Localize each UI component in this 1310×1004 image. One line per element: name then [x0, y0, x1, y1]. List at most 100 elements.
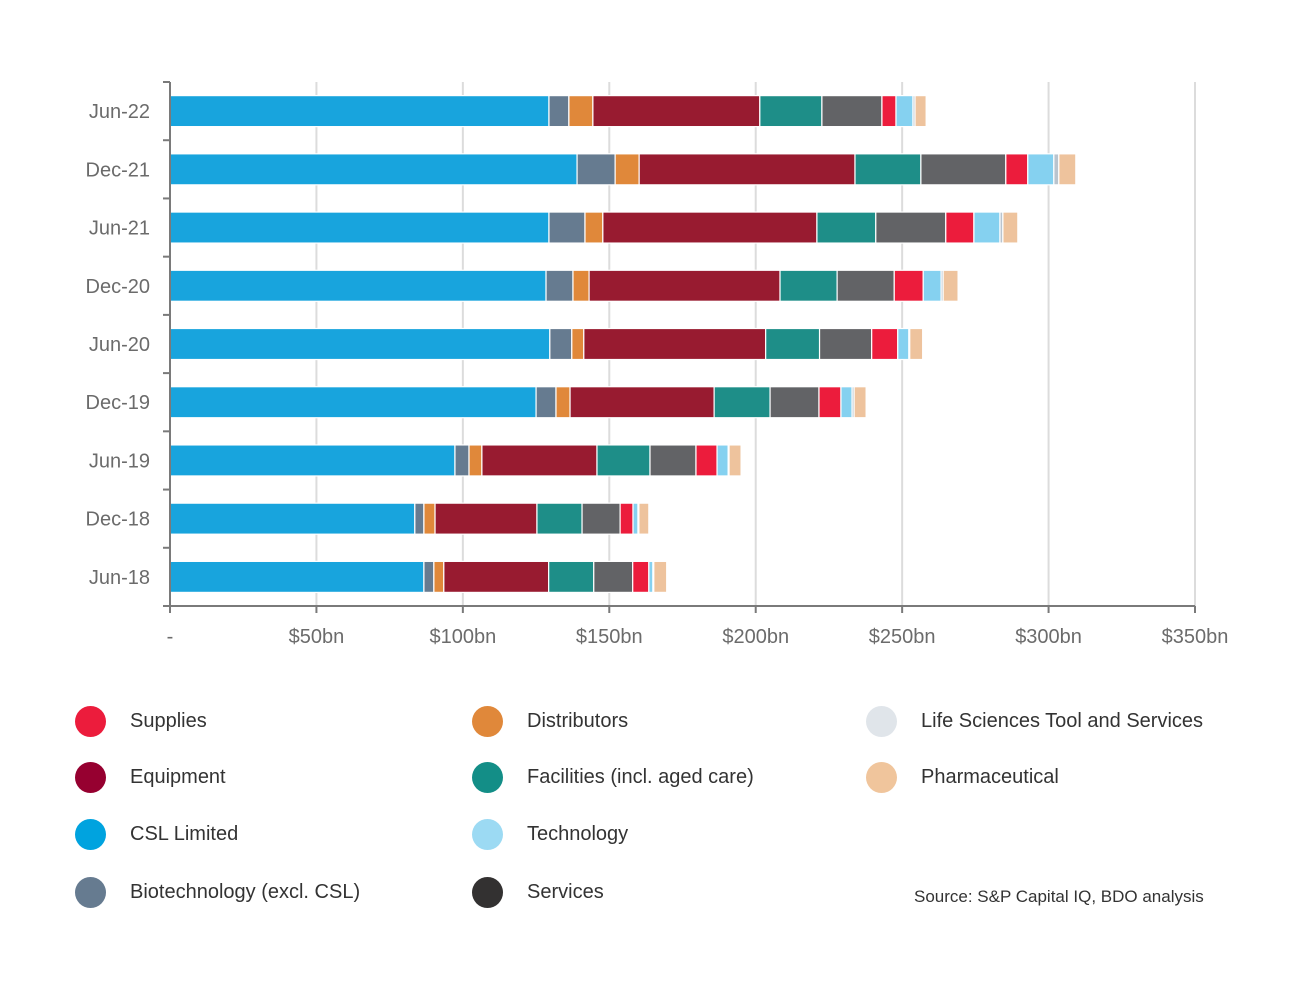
bar-segment-equipment — [569, 386, 715, 419]
x-tick-label: $100bn — [429, 626, 496, 648]
legend-item-csl-limited: CSL Limited — [75, 818, 238, 850]
axes — [163, 81, 1196, 613]
bar-segment-services — [920, 153, 1007, 186]
bar-segment-facilities-incl-aged-care — [816, 211, 877, 244]
y-category-label: Dec-19 — [86, 392, 150, 414]
bar-segment-csl-limited — [169, 444, 456, 477]
bar-segment-pharmaceutical — [728, 444, 742, 477]
legend-item-services: Services — [472, 876, 604, 908]
bar-group-jun-19 — [169, 444, 742, 477]
bar-segment-technology — [632, 502, 639, 535]
bar-segment-services — [649, 444, 697, 477]
bar-segment-distributors — [571, 327, 585, 361]
bar-segment-biotechnology-excl-csl — [548, 95, 570, 128]
bar-segment-facilities-incl-aged-care — [596, 444, 651, 477]
bar-segment-distributors — [423, 502, 436, 535]
bar-segment-technology — [895, 95, 914, 128]
bar-segment-services — [821, 95, 883, 128]
bar-segment-facilities-incl-aged-care — [854, 153, 922, 186]
stacked-bar-chart: Jun-22 Dec-21 Jun-21 Dec-20 Jun-20 Dec-19 Jun-… — [86, 81, 1229, 648]
bar-segment-services — [593, 560, 634, 593]
y-category-label: Dec-18 — [86, 509, 150, 531]
bar-segment-biotechnology-excl-csl — [576, 153, 616, 186]
bar-segment-pharmaceutical — [853, 386, 867, 419]
bar-segment-services — [836, 269, 895, 302]
legend-label: CSL Limited — [130, 822, 239, 845]
bar-segment-supplies — [632, 560, 650, 593]
x-tick-label: $50bn — [289, 626, 345, 648]
legend-item-technology: Technology — [472, 818, 628, 850]
bar-segment-distributors — [584, 211, 604, 244]
legend-swatch-icon — [472, 818, 503, 850]
bar-segment-services — [769, 386, 820, 419]
bar-group-jun-22 — [169, 95, 927, 128]
legend-swatch-icon — [472, 761, 503, 793]
bar-segment-technology — [648, 560, 654, 593]
bar-group-dec-19 — [169, 386, 867, 419]
x-tick-label: $200bn — [722, 626, 789, 648]
y-category-label: Dec-20 — [86, 276, 150, 298]
bar-segment-facilities-incl-aged-care — [713, 386, 771, 419]
bar-segment-equipment — [434, 502, 538, 535]
bar-segment-technology — [840, 386, 853, 419]
legend-label: Biotechnology (excl. CSL) — [130, 880, 361, 903]
x-tick-label: $350bn — [1162, 626, 1229, 648]
legend-label: Technology — [527, 822, 629, 845]
bar-segment-equipment — [588, 269, 781, 302]
legend-swatch-icon — [75, 705, 106, 737]
bar-segment-services — [818, 327, 873, 361]
x-tick-label: $250bn — [869, 626, 936, 648]
bar-segment-technology — [973, 211, 1001, 244]
bar-segment-biotechnology-excl-csl — [423, 560, 435, 593]
bar-segment-equipment — [583, 327, 767, 361]
legend-item-pharmaceutical: Pharmaceutical — [866, 761, 1059, 793]
bar-segment-biotechnology-excl-csl — [548, 211, 586, 244]
bar-segment-services — [581, 502, 621, 535]
bar-segment-pharmaceutical — [653, 560, 668, 593]
y-category-label: Jun-18 — [89, 567, 150, 589]
bar-segment-pharmaceutical — [1058, 153, 1077, 186]
bar-segment-facilities-incl-aged-care — [536, 502, 583, 535]
bar-segment-pharmaceutical — [909, 327, 924, 361]
legend-item-life-sciences: Life Sciences Tool and Services — [866, 705, 1203, 737]
bar-segment-supplies — [619, 502, 634, 535]
legend-label: Facilities (incl. aged care) — [527, 765, 754, 788]
bar-segment-csl-limited — [169, 153, 578, 186]
bar-segment-csl-limited — [169, 386, 537, 419]
bar-segment-technology — [897, 327, 910, 361]
bar-segment-technology — [922, 269, 942, 302]
bar-segment-distributors — [468, 444, 483, 477]
legend-swatch-icon — [866, 761, 897, 793]
bar-segment-equipment — [592, 95, 761, 128]
bar-group-dec-18 — [169, 502, 650, 535]
x-tick-label: - — [167, 626, 174, 648]
bar-segment-csl-limited — [169, 560, 425, 593]
x-axis-labels: - $50bn $100bn $150bn $200bn $250bn $300bn $350… — [167, 626, 1229, 648]
bar-segment-technology — [1027, 153, 1055, 186]
bar-segment-biotechnology-excl-csl — [545, 269, 574, 302]
legend-item-distributors: Distributors — [472, 705, 628, 737]
legend-item-biotechnology: Biotechnology (excl. CSL) — [75, 876, 360, 908]
y-category-label: Jun-21 — [89, 218, 150, 240]
bar-segment-facilities-incl-aged-care — [759, 95, 823, 128]
bar-segment-equipment — [443, 560, 550, 593]
bar-group-jun-21 — [169, 211, 1019, 244]
legend-label: Services — [527, 880, 604, 903]
bar-segment-supplies — [1005, 153, 1029, 186]
y-category-label: Dec-21 — [86, 159, 150, 181]
bar-segment-equipment — [638, 153, 856, 186]
bar-segment-csl-limited — [169, 211, 550, 244]
legend-label: Equipment — [130, 765, 226, 788]
bar-segment-technology — [716, 444, 729, 477]
bar-segment-supplies — [695, 444, 718, 477]
bar-segment-distributors — [614, 153, 640, 186]
bar-segment-supplies — [945, 211, 975, 244]
bar-segment-biotechnology-excl-csl — [549, 327, 573, 361]
bar-segment-facilities-incl-aged-care — [779, 269, 838, 302]
bar-segment-csl-limited — [169, 269, 547, 302]
legend-swatch-icon — [472, 705, 503, 737]
bar-segment-facilities-incl-aged-care — [765, 327, 821, 361]
bar-segment-biotechnology-excl-csl — [535, 386, 557, 419]
source-note: Source: S&P Capital IQ, BDO analysis — [914, 887, 1204, 906]
bar-group-jun-18 — [169, 560, 668, 593]
